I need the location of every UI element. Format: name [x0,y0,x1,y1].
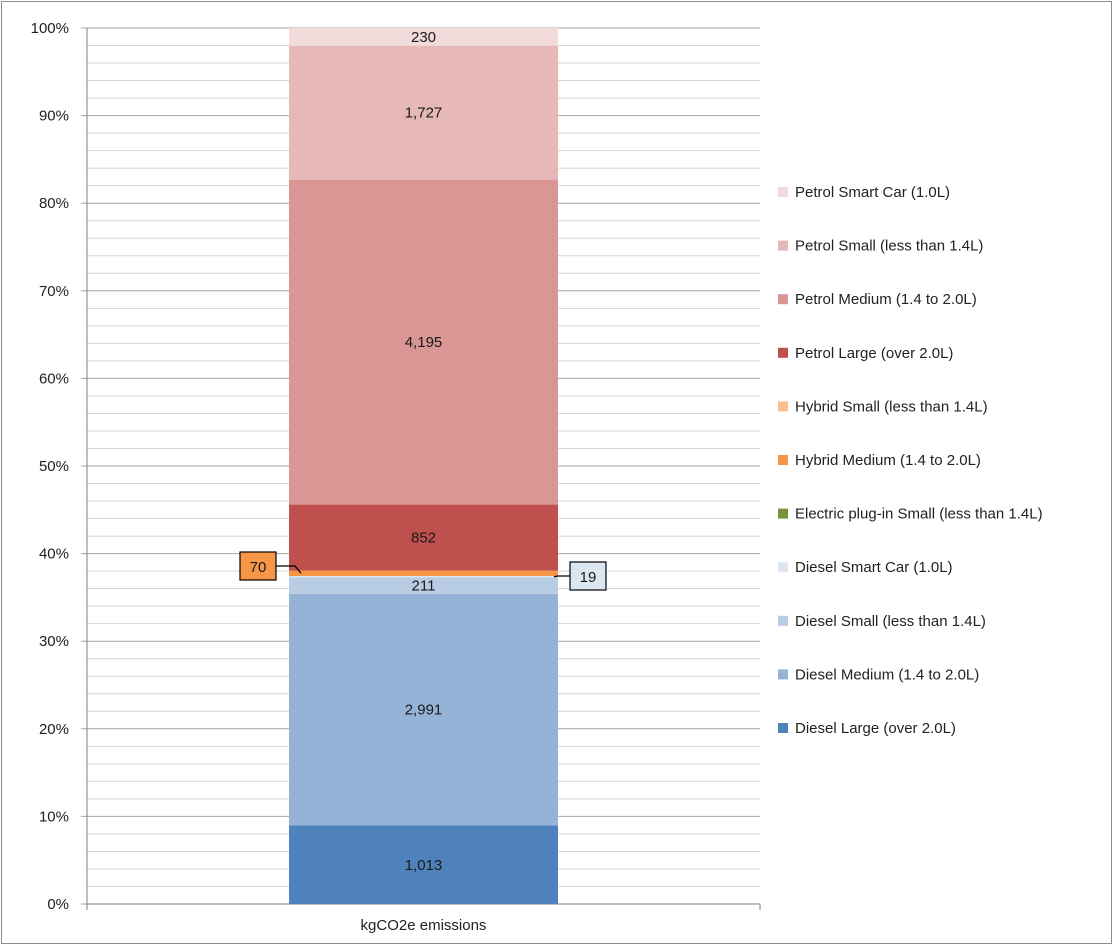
legend-swatch-petrol-medium-1-4-to-2-0l [778,294,788,305]
legend-swatch-petrol-large-over-2-0l [778,347,788,358]
legend-label-diesel-large-over-2-0l: Diesel Large (over 2.0L) [795,720,956,737]
legend-label-hybrid-small-less-than-1-4l: Hybrid Small (less than 1.4L) [795,398,988,415]
data-label-diesel-medium-1-4-to-2-0l: 2,991 [405,702,443,719]
bar-segment-diesel-medium-1-4-to-2-0l [289,593,558,826]
bar-segment-petrol-large-over-2-0l [289,504,558,571]
bar-segment-diesel-small-less-than-1-4l [289,577,558,594]
legend-swatch-diesel-small-less-than-1-4l [778,615,788,626]
bar-segment-petrol-medium-1-4-to-2-0l [289,179,558,505]
data-label-diesel-large-over-2-0l: 1,013 [405,857,443,874]
callout-leader-line [553,575,570,578]
y-tick-label: 70% [39,283,69,300]
y-tick-label: 20% [39,721,69,738]
data-label-petrol-large-over-2-0l: 852 [411,530,436,547]
y-tick-label: 10% [39,808,69,825]
data-label-hybrid-medium-1-4-to-2-0l: 70 [250,559,267,576]
legend-label-petrol-small-less-than-1-4l: Petrol Small (less than 1.4L) [795,238,983,255]
y-tick-label: 60% [39,370,69,387]
data-label-petrol-medium-1-4-to-2-0l: 4,195 [405,334,443,351]
bar-segment-diesel-large-over-2-0l [289,825,558,904]
legend-label-petrol-smart-car-1-0l: Petrol Smart Car (1.0L) [795,184,950,201]
bar-segment-hybrid-medium-1-4-to-2-0l [289,570,558,577]
y-tick-label: 100% [31,20,69,37]
legend-swatch-petrol-small-less-than-1-4l [778,240,788,251]
legend-swatch-hybrid-medium-1-4-to-2-0l [778,455,788,465]
callout-leader-line [276,565,302,574]
legend-swatch-diesel-large-over-2-0l [778,723,788,733]
legend-swatch-diesel-smart-car-1-0l [778,562,788,573]
callout-box [239,551,277,581]
legend-label-diesel-smart-car-1-0l: Diesel Smart Car (1.0L) [795,559,953,576]
legend-swatch-diesel-medium-1-4-to-2-0l [778,669,788,680]
x-category-label: kgCO2e emissions [361,917,487,934]
y-tick-label: 40% [39,546,69,563]
callout-box [569,561,607,591]
legend-swatch-petrol-smart-car-1-0l [778,187,788,197]
legend-label-hybrid-medium-1-4-to-2-0l: Hybrid Medium (1.4 to 2.0L) [795,452,981,469]
legend-label-diesel-medium-1-4-to-2-0l: Diesel Medium (1.4 to 2.0L) [795,666,979,683]
bar-segment-diesel-smart-car-1-0l [289,576,558,578]
y-tick-label: 90% [39,108,69,125]
y-tick-label: 30% [39,633,69,650]
bar-segment-petrol-small-less-than-1-4l [289,45,558,180]
y-tick-label: 0% [47,896,69,913]
legend-label-petrol-large-over-2-0l: Petrol Large (over 2.0L) [795,345,953,362]
y-tick-label: 80% [39,195,69,212]
legend-label-electric-plug-in-small-less-than-1-4l: Electric plug-in Small (less than 1.4L) [795,506,1043,523]
legend-label-petrol-medium-1-4-to-2-0l: Petrol Medium (1.4 to 2.0L) [795,291,977,308]
data-label-petrol-small-less-than-1-4l: 1,727 [405,105,443,122]
y-tick-label: 50% [39,458,69,475]
bar-segment-petrol-smart-car-1-0l [289,28,558,46]
data-label-diesel-smart-car-1-0l: 19 [580,569,597,586]
data-label-diesel-small-less-than-1-4l: 211 [412,578,436,595]
legend-swatch-hybrid-small-less-than-1-4l [778,401,788,412]
legend-swatch-electric-plug-in-small-less-than-1-4l [778,508,788,519]
legend-label-diesel-small-less-than-1-4l: Diesel Small (less than 1.4L) [795,613,986,630]
data-label-petrol-smart-car-1-0l: 230 [411,29,436,46]
